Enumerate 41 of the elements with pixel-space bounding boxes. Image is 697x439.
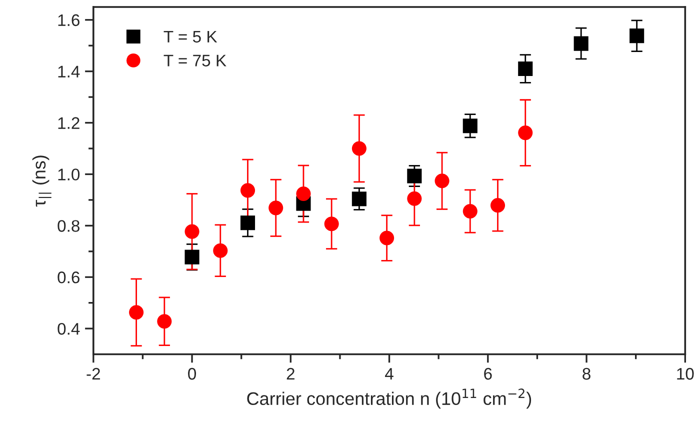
- legend-label: T = 75 K: [164, 54, 226, 66]
- point: [352, 192, 366, 206]
- point: [490, 198, 506, 213]
- point: [296, 186, 311, 202]
- point: [129, 305, 144, 320]
- point: [184, 224, 200, 239]
- x-axis-title: Carrier concentration n (10$^{11}$ cm$^{−2}$): [247, 388, 532, 409]
- y-tick-label: 1.2: [58, 117, 80, 129]
- x-tick-label: 0: [188, 368, 196, 380]
- point: [240, 183, 256, 198]
- y-tick-label: 0.4: [58, 322, 80, 335]
- point: [630, 28, 644, 44]
- point: [352, 141, 366, 156]
- y-tick-label: 0.8: [58, 220, 80, 232]
- point: [157, 314, 172, 329]
- y-tick-label: 1.0: [58, 168, 80, 180]
- point: [407, 168, 422, 184]
- x-tick-label: 2: [286, 368, 294, 380]
- point: [518, 61, 533, 76]
- x-tick-label: 10: [677, 368, 694, 380]
- point: [462, 118, 478, 134]
- point: [184, 250, 200, 264]
- point: [240, 216, 256, 230]
- point: [434, 174, 450, 188]
- x-tick-label: -2: [86, 368, 100, 380]
- point: [324, 216, 339, 232]
- x-tick-label: 6: [484, 368, 492, 380]
- legend-label: T = 5 K: [164, 30, 218, 43]
- y-tick-label: 0.6: [58, 272, 80, 284]
- point: [380, 230, 394, 246]
- y-axis-title: τ$_{||}$ (ns): [32, 156, 52, 207]
- y-tick-label: 1.4: [58, 66, 80, 78]
- point: [213, 243, 228, 258]
- y-tick-label: 1.6: [58, 14, 80, 26]
- x-tick-label: 4: [385, 368, 394, 380]
- x-tick-label: 8: [582, 368, 590, 380]
- point: [574, 36, 588, 51]
- point: [518, 126, 533, 140]
- point: [268, 200, 284, 216]
- point: [462, 204, 478, 219]
- point: [407, 191, 422, 206]
